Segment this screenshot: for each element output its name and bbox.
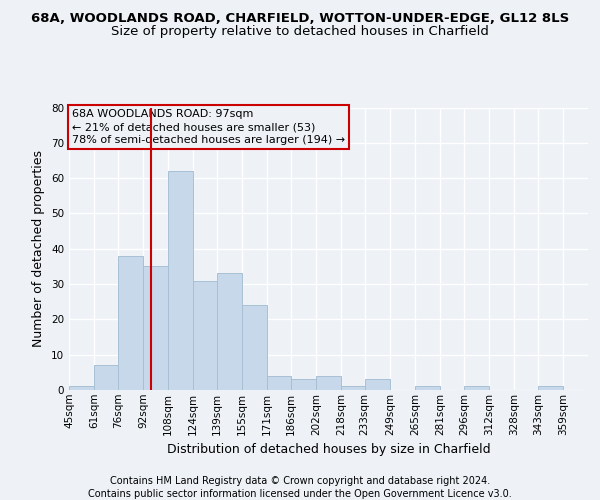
Bar	[291, 380, 316, 390]
Bar	[365, 380, 390, 390]
Bar	[341, 386, 365, 390]
Bar	[217, 274, 242, 390]
Y-axis label: Number of detached properties: Number of detached properties	[32, 150, 46, 348]
Bar	[242, 305, 267, 390]
Bar	[94, 366, 118, 390]
X-axis label: Distribution of detached houses by size in Charfield: Distribution of detached houses by size …	[167, 443, 490, 456]
Bar	[69, 386, 94, 390]
Text: 68A, WOODLANDS ROAD, CHARFIELD, WOTTON-UNDER-EDGE, GL12 8LS: 68A, WOODLANDS ROAD, CHARFIELD, WOTTON-U…	[31, 12, 569, 26]
Bar	[118, 256, 143, 390]
Bar	[267, 376, 291, 390]
Bar	[464, 386, 489, 390]
Bar	[143, 266, 168, 390]
Bar	[415, 386, 440, 390]
Text: 68A WOODLANDS ROAD: 97sqm
← 21% of detached houses are smaller (53)
78% of semi-: 68A WOODLANDS ROAD: 97sqm ← 21% of detac…	[71, 109, 345, 146]
Bar	[193, 280, 217, 390]
Text: Contains HM Land Registry data © Crown copyright and database right 2024.: Contains HM Land Registry data © Crown c…	[110, 476, 490, 486]
Bar	[538, 386, 563, 390]
Text: Size of property relative to detached houses in Charfield: Size of property relative to detached ho…	[111, 25, 489, 38]
Bar	[316, 376, 341, 390]
Bar	[168, 171, 193, 390]
Text: Contains public sector information licensed under the Open Government Licence v3: Contains public sector information licen…	[88, 489, 512, 499]
